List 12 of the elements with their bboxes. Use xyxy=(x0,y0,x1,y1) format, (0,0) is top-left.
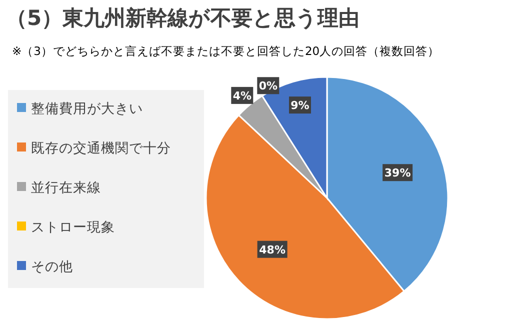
legend-label: ストロー現象 xyxy=(31,220,115,236)
subtitle: ※（3）でどちらかと言えば不要または不要と回答した20人の回答（複数回答） xyxy=(12,44,440,58)
legend-label: その他 xyxy=(31,259,73,275)
legend-label: 整備費用が大きい xyxy=(31,101,143,117)
text: 0% xyxy=(258,80,278,93)
data-label: 4% xyxy=(232,89,252,102)
legend-label: 既存の交通機関で十分 xyxy=(31,140,171,156)
data-label: 39% xyxy=(384,166,411,180)
title: （5）東九州新幹線が不要と思う理由 xyxy=(6,6,360,30)
data-label: 9% xyxy=(290,99,310,112)
legend-label: 並行在来線 xyxy=(31,180,101,196)
data-label: 48% xyxy=(259,243,286,256)
